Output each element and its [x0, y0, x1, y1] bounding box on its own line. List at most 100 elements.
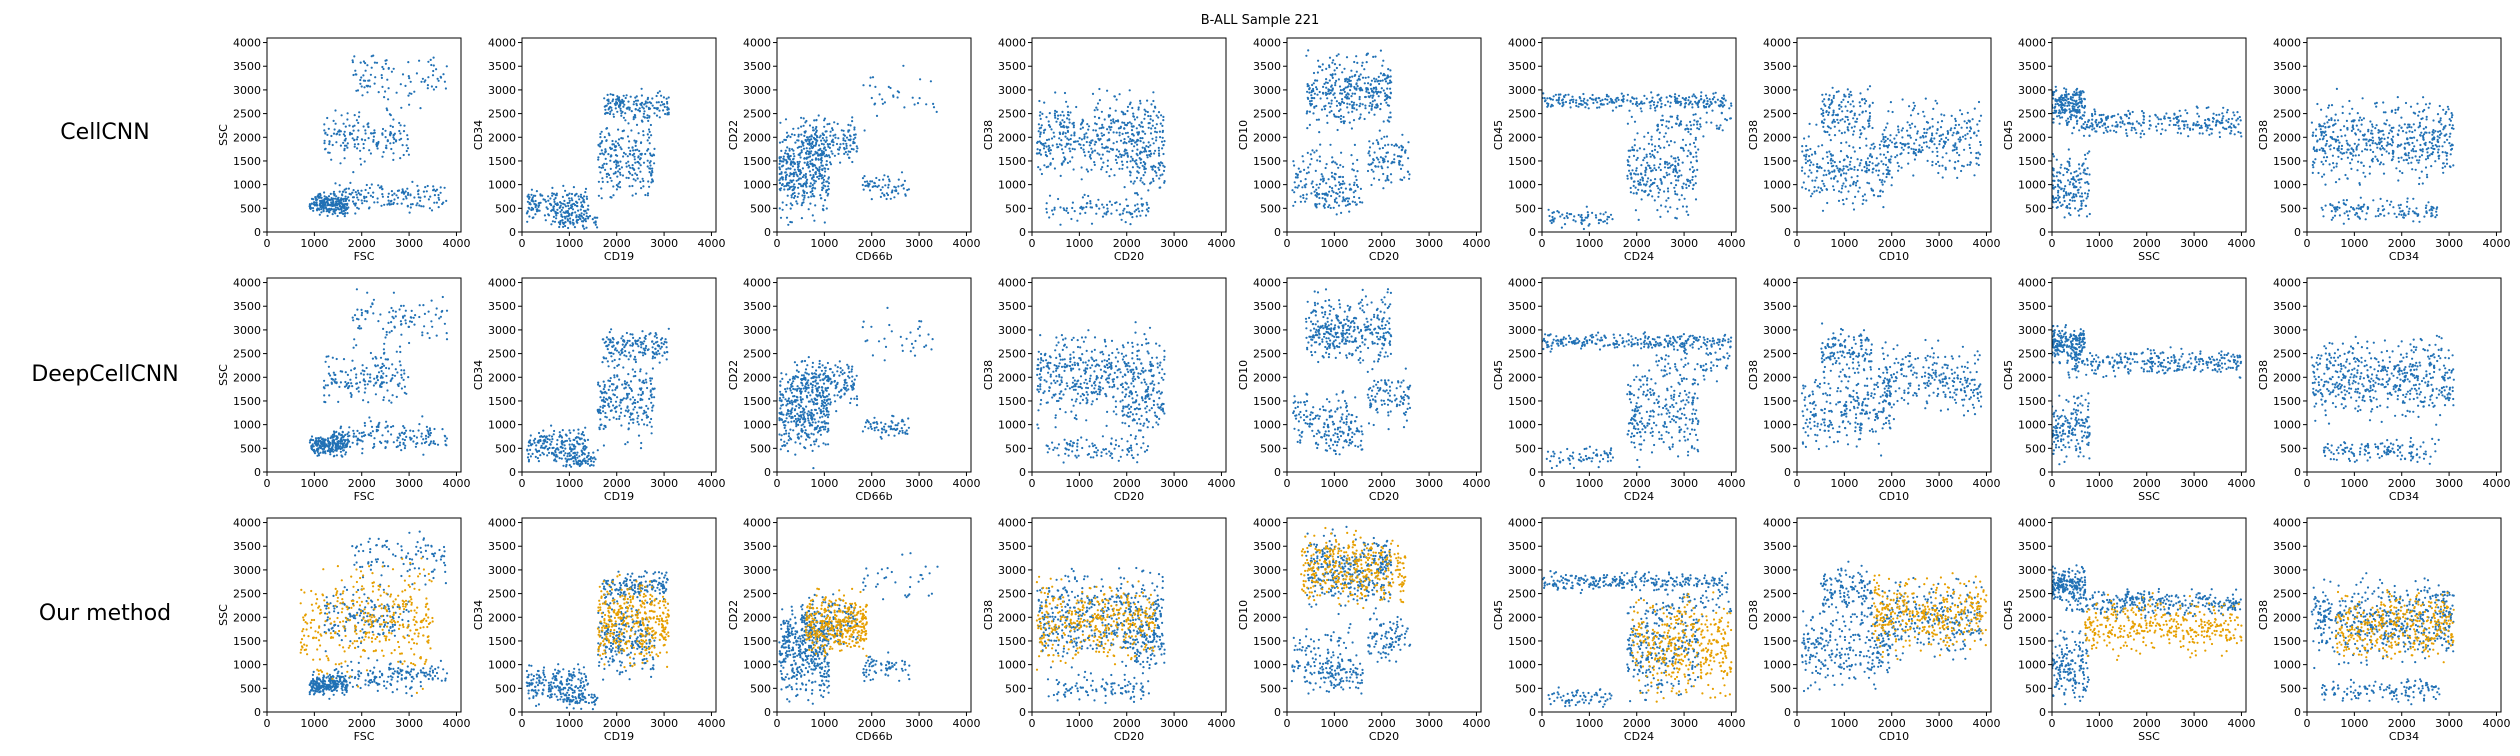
- y-tick-label: 0: [254, 226, 261, 239]
- data-point: [1944, 166, 1947, 169]
- data-point: [1893, 142, 1896, 145]
- data-point: [1325, 93, 1328, 96]
- data-point: [362, 74, 365, 77]
- y-tick-label: 2500: [1763, 108, 1791, 121]
- data-point: [543, 198, 546, 201]
- y-tick-label: 1000: [1763, 179, 1791, 192]
- data-point: [1884, 156, 1887, 159]
- data-point: [641, 120, 644, 123]
- data-point: [579, 208, 582, 211]
- data-point: [1605, 95, 1608, 98]
- data-point: [831, 152, 834, 155]
- data-point: [1856, 168, 1859, 172]
- data-point: [367, 125, 370, 128]
- data-point: [1681, 96, 1684, 100]
- data-point: [790, 194, 793, 197]
- data-point: [1059, 174, 1062, 177]
- data-point: [1135, 192, 1138, 195]
- data-point: [1084, 211, 1087, 214]
- data-point: [1703, 106, 1706, 109]
- data-point: [1163, 181, 1166, 184]
- y-tick-label: 1500: [1253, 155, 1281, 168]
- data-point: [1831, 120, 1834, 123]
- data-point: [1149, 118, 1152, 121]
- data-point: [1807, 135, 1810, 138]
- data-point: [574, 211, 577, 214]
- data-point: [1157, 162, 1160, 165]
- data-point: [2052, 117, 2055, 121]
- data-point: [1846, 116, 1849, 119]
- data-point: [1695, 151, 1698, 154]
- data-point: [1646, 161, 1649, 164]
- data-point: [822, 187, 825, 190]
- data-point: [1706, 100, 1709, 103]
- data-point: [2066, 104, 2069, 107]
- data-point: [1979, 143, 1982, 147]
- data-point: [351, 61, 354, 64]
- data-point: [1407, 157, 1410, 160]
- data-point: [626, 135, 630, 138]
- data-point: [1136, 193, 1139, 196]
- data-point: [1858, 164, 1861, 167]
- data-point: [806, 178, 809, 181]
- data-point: [1893, 137, 1896, 140]
- data-point: [1830, 162, 1833, 165]
- data-point: [1122, 111, 1125, 114]
- data-point: [584, 217, 587, 220]
- x-tick-label: 1000: [1575, 237, 1603, 250]
- data-point: [879, 188, 882, 191]
- data-point: [1685, 210, 1688, 213]
- data-point: [1155, 139, 1158, 142]
- data-point: [1341, 191, 1344, 194]
- data-point: [1073, 210, 1076, 213]
- data-point: [790, 133, 794, 136]
- data-point: [1922, 110, 1925, 113]
- data-point: [1072, 126, 1075, 129]
- data-point: [802, 201, 805, 204]
- data-point: [627, 146, 630, 149]
- data-point: [646, 194, 650, 197]
- data-point: [1313, 190, 1316, 193]
- data-point: [426, 87, 429, 90]
- data-point: [615, 161, 618, 164]
- data-point: [1914, 152, 1917, 155]
- y-axis-label: CD10: [1237, 120, 1250, 150]
- data-point: [1658, 131, 1661, 134]
- data-point: [1152, 99, 1155, 103]
- data-point: [1123, 207, 1126, 210]
- data-point: [1863, 102, 1866, 105]
- data-point: [1393, 153, 1396, 156]
- data-point: [605, 111, 608, 114]
- data-point: [1080, 166, 1083, 169]
- data-point: [789, 135, 792, 139]
- data-point: [359, 82, 362, 85]
- data-point: [1333, 115, 1336, 118]
- data-point: [1043, 101, 1046, 104]
- y-axis-label: CD38: [1747, 120, 1760, 150]
- data-point: [1583, 97, 1586, 100]
- data-point: [1628, 169, 1631, 172]
- data-point: [1113, 174, 1116, 177]
- data-point: [1312, 82, 1315, 85]
- data-point: [525, 212, 529, 215]
- data-point: [387, 66, 390, 70]
- data-point: [1333, 178, 1336, 181]
- data-point: [355, 119, 358, 122]
- data-point: [1851, 100, 1854, 103]
- data-point: [1886, 146, 1889, 149]
- data-point: [1359, 73, 1362, 76]
- data-point: [813, 219, 816, 222]
- data-point: [1338, 85, 1342, 88]
- data-point: [1660, 102, 1663, 105]
- x-tick-label: 4000: [1462, 237, 1490, 250]
- data-point: [1329, 105, 1332, 108]
- data-point: [1937, 171, 1940, 175]
- data-point: [401, 144, 404, 147]
- data-point: [1557, 211, 1560, 214]
- data-point: [1047, 120, 1050, 123]
- data-point: [1919, 150, 1922, 153]
- data-point: [648, 116, 651, 119]
- data-point: [1903, 144, 1906, 147]
- data-point: [1147, 145, 1150, 149]
- data-point: [1096, 133, 1099, 136]
